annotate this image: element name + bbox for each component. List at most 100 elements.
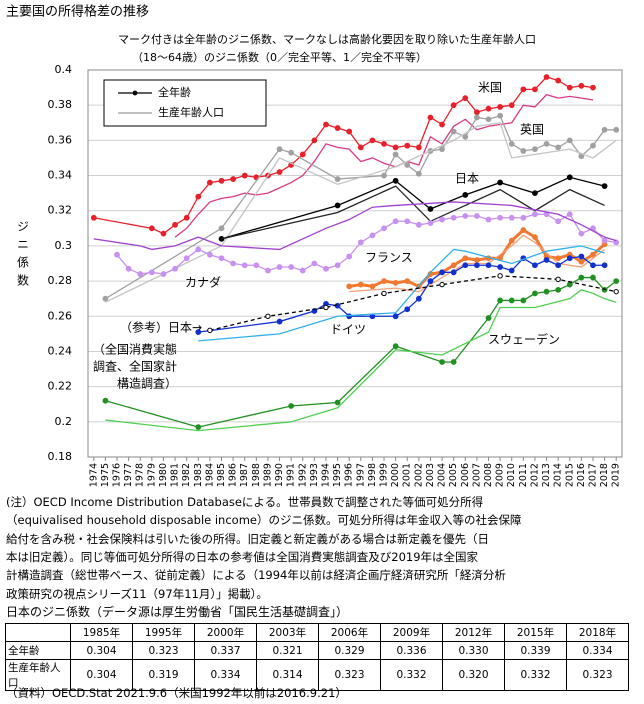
point [508, 297, 515, 304]
table-cell: 0.334 [566, 641, 629, 660]
table-cell: 2012年 [442, 623, 505, 642]
table-row: 生産年齢人口 0.304 0.319 0.334 0.314 0.323 0.332 0.32… [5, 659, 629, 691]
table-cell: 0.332 [504, 659, 567, 691]
point [543, 140, 550, 147]
y-tick-label: 0.38 [48, 98, 73, 111]
point [334, 262, 341, 269]
point [555, 218, 562, 225]
point [195, 424, 202, 430]
point [288, 264, 295, 270]
point [590, 84, 596, 91]
point [508, 140, 515, 147]
point [520, 214, 527, 221]
point [485, 116, 492, 123]
x-tick-label: 2005 [448, 463, 459, 487]
table-cell: 0.329 [318, 641, 381, 660]
x-tick-label: 1991 [286, 463, 297, 487]
x-tick-label: 1992 [297, 463, 308, 487]
point [392, 313, 399, 320]
chart-title: 主要国の所得格差の推移 [6, 4, 149, 20]
note-line: 政策研究の視点シリーズ11（97年11月）」掲載）。 [6, 586, 268, 601]
point [555, 255, 562, 262]
legend-box [103, 79, 267, 127]
series-line [93, 76, 594, 235]
annotation: （参考）日本→ [120, 320, 202, 335]
point [450, 269, 457, 276]
point [415, 295, 422, 302]
point [415, 144, 422, 151]
x-tick-label: 1989 [262, 463, 273, 487]
point [276, 146, 283, 153]
note-line: 給付を含み税・社会保険料は引いた後の所得。旧定義と新定義がある場合は新定義を優先… [6, 531, 489, 546]
table-cell: 0.320 [442, 659, 505, 691]
note-line: （equivalised household disposable income… [6, 513, 522, 528]
point [508, 267, 515, 274]
point [334, 202, 341, 209]
point [276, 318, 283, 325]
point [601, 262, 608, 269]
point [555, 144, 562, 151]
point [566, 137, 573, 144]
x-tick-label: 1985 [216, 463, 227, 487]
point [497, 179, 504, 186]
table-row: 全年齢 0.304 0.323 0.337 0.321 0.329 0.336 0.330 0.… [5, 641, 629, 660]
y-tick-label: 0.32 [48, 204, 73, 217]
series-line [105, 276, 617, 428]
point [334, 176, 341, 182]
x-tick-label: 1999 [379, 463, 390, 487]
point [288, 403, 295, 409]
point [102, 295, 109, 302]
point [404, 278, 411, 284]
point [381, 278, 387, 284]
point [497, 264, 504, 270]
point [450, 214, 457, 221]
point [578, 253, 585, 260]
point [520, 227, 527, 233]
series-line [221, 185, 605, 240]
table-cell: 0.314 [256, 659, 319, 691]
y-tick-label: 0.2 [55, 415, 73, 428]
x-tick-label: 1979 [146, 463, 157, 487]
point [566, 174, 573, 181]
table-cell: 0.321 [256, 641, 319, 660]
table-cell: 0.339 [504, 641, 567, 660]
point [543, 288, 550, 295]
table-cell: 生産年齢人口 [5, 659, 71, 691]
point [450, 102, 457, 109]
point [195, 329, 202, 336]
point [590, 142, 596, 149]
x-tick-label: 2009 [495, 463, 506, 487]
point [439, 216, 445, 223]
point [566, 84, 573, 91]
point [555, 262, 562, 269]
point [90, 214, 97, 221]
point [555, 77, 562, 84]
point [357, 239, 364, 246]
point [497, 214, 504, 221]
point [508, 214, 515, 221]
x-tick-label: 1977 [123, 463, 134, 487]
point [334, 125, 341, 131]
series-line [105, 122, 617, 303]
point [195, 193, 202, 200]
x-tick-label: 2018 [599, 463, 610, 487]
series-line [221, 176, 605, 240]
table-cell: 0.323 [318, 659, 381, 691]
x-tick-label: 2014 [553, 463, 564, 487]
chart: 主要国の所得格差の推移 マーク付きは全年齢のジニ係数、マークなしは高齢化要因を取… [6, 4, 623, 487]
y-tick-label: 0.18 [48, 450, 73, 463]
point [392, 218, 399, 225]
point [439, 281, 445, 288]
table-cell: 2003年 [256, 623, 319, 642]
point [230, 176, 237, 182]
note-line: (注）OECD Income Distribution Databaseによる。… [6, 495, 484, 509]
table-cell: 2000年 [194, 623, 257, 642]
x-tick-label: 1981 [170, 463, 181, 487]
point [613, 126, 620, 133]
point [415, 170, 422, 177]
point [462, 95, 469, 102]
point [160, 271, 167, 277]
point [613, 288, 619, 295]
point [265, 313, 271, 319]
point [207, 327, 213, 334]
